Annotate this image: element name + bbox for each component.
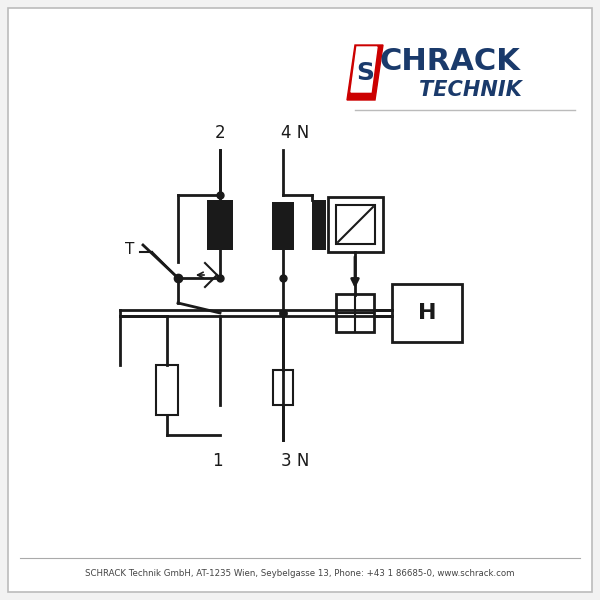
- Polygon shape: [351, 47, 377, 92]
- Bar: [156, 365, 178, 415]
- Text: 2: 2: [215, 124, 226, 142]
- Text: 4 N: 4 N: [281, 124, 309, 142]
- Text: 3 N: 3 N: [281, 452, 309, 470]
- Bar: [336, 205, 375, 244]
- Bar: [312, 200, 326, 250]
- Bar: [328, 197, 383, 252]
- Bar: [336, 294, 374, 332]
- Text: S: S: [356, 61, 374, 85]
- Bar: [273, 370, 293, 405]
- Text: SCHRACK Technik GmbH, AT-1235 Wien, Seybelgasse 13, Phone: +43 1 86685-0, www.sc: SCHRACK Technik GmbH, AT-1235 Wien, Seyb…: [85, 569, 515, 578]
- Text: 1: 1: [212, 452, 223, 470]
- Text: H: H: [418, 303, 436, 323]
- Text: T: T: [125, 242, 134, 257]
- Polygon shape: [347, 45, 383, 100]
- Text: TECHNIK: TECHNIK: [419, 80, 521, 100]
- Bar: [392, 284, 462, 342]
- Bar: [207, 200, 233, 250]
- Text: CHRACK: CHRACK: [380, 47, 520, 76]
- Bar: [272, 202, 294, 250]
